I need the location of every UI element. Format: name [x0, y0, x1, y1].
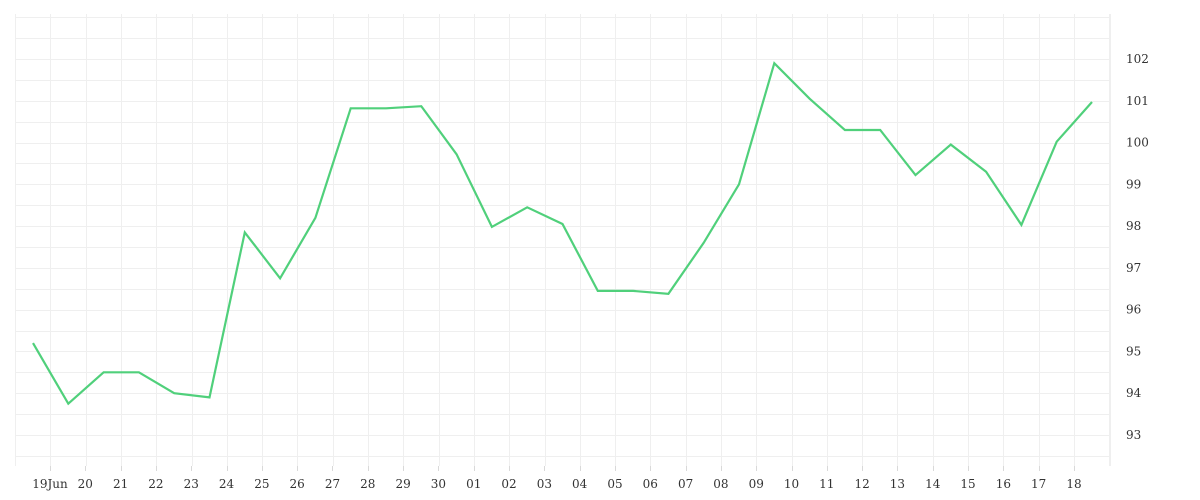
- x-tick-label: 17: [1031, 477, 1046, 491]
- x-tick-label: 30: [431, 477, 446, 491]
- y-tick-label: 93: [1126, 428, 1141, 442]
- x-tick-label: 20: [78, 477, 93, 491]
- x-tick-label: 09: [749, 477, 764, 491]
- y-tick-label: 94: [1126, 386, 1142, 400]
- x-tick-label: 22: [148, 477, 163, 491]
- y-tick-label: 98: [1126, 219, 1141, 233]
- x-tick-label: 27: [325, 477, 340, 491]
- y-tick-label: 97: [1126, 261, 1141, 275]
- y-tick-label: 100: [1126, 136, 1149, 150]
- x-tick-label: 07: [678, 477, 693, 491]
- x-tick-label: 13: [890, 477, 905, 491]
- x-tick-label: 15: [960, 477, 975, 491]
- x-tick-label: 03: [537, 477, 552, 491]
- y-tick-label: 96: [1126, 303, 1141, 317]
- y-tick-label: 95: [1126, 344, 1141, 358]
- x-tick-label: 01: [466, 477, 481, 491]
- x-tick-label: 18: [1066, 477, 1081, 491]
- x-tick-label: 23: [184, 477, 199, 491]
- x-tick-label: 06: [643, 477, 658, 491]
- x-tick-label: 14: [925, 477, 941, 491]
- x-tick-label: 12: [854, 477, 869, 491]
- x-tick-label: 28: [360, 477, 375, 491]
- x-tick-label: 10: [784, 477, 799, 491]
- y-tick-label: 99: [1126, 177, 1141, 191]
- x-tick-label: 16: [996, 477, 1011, 491]
- x-tick-label: 02: [501, 477, 516, 491]
- y-tick-label: 101: [1126, 94, 1149, 108]
- y-axis: 93 94 95 96 97 98 99 100 101 102: [1126, 52, 1149, 442]
- x-tick-label: 19Jun: [32, 477, 68, 491]
- x-tick-label: 21: [113, 477, 128, 491]
- x-axis: 19Jun 20 21 22 23 24 25 26 27 28 29 30 01 02 03 04 05 06 0…: [32, 466, 1082, 491]
- series-line: [32, 61, 1093, 406]
- x-tick-label: 08: [713, 477, 728, 491]
- x-tick-label: 29: [395, 477, 410, 491]
- x-tick-label: 24: [219, 477, 235, 491]
- x-tick-label: 04: [572, 477, 588, 491]
- y-tick-label: 102: [1126, 52, 1149, 66]
- series-group: [32, 61, 1093, 406]
- x-tick-label: 05: [607, 477, 622, 491]
- x-tick-label: 25: [254, 477, 269, 491]
- x-tick-label: 11: [819, 477, 834, 491]
- x-tick-label: 26: [290, 477, 305, 491]
- grid: [15, 14, 1111, 466]
